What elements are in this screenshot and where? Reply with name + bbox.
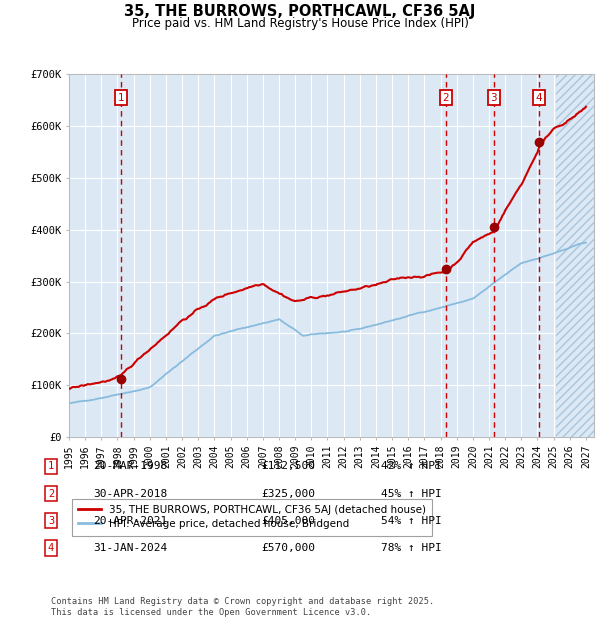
Text: 1: 1 (48, 461, 54, 471)
Text: £112,500: £112,500 (261, 461, 315, 471)
Text: £405,000: £405,000 (261, 516, 315, 526)
Text: 78% ↑ HPI: 78% ↑ HPI (381, 543, 442, 553)
Legend: 35, THE BURROWS, PORTHCAWL, CF36 5AJ (detached house), HPI: Average price, detac: 35, THE BURROWS, PORTHCAWL, CF36 5AJ (de… (71, 498, 433, 536)
Text: 4: 4 (535, 93, 542, 103)
Text: 31-JAN-2024: 31-JAN-2024 (93, 543, 167, 553)
Text: 54% ↑ HPI: 54% ↑ HPI (381, 516, 442, 526)
Text: 3: 3 (491, 93, 497, 103)
Text: 42% ↑ HPI: 42% ↑ HPI (381, 461, 442, 471)
Text: 30-APR-2018: 30-APR-2018 (93, 489, 167, 498)
Text: Contains HM Land Registry data © Crown copyright and database right 2025.
This d: Contains HM Land Registry data © Crown c… (51, 598, 434, 617)
Text: 35, THE BURROWS, PORTHCAWL, CF36 5AJ: 35, THE BURROWS, PORTHCAWL, CF36 5AJ (124, 4, 476, 19)
Text: £325,000: £325,000 (261, 489, 315, 498)
Text: 3: 3 (48, 516, 54, 526)
Text: 20-APR-2021: 20-APR-2021 (93, 516, 167, 526)
Text: Price paid vs. HM Land Registry's House Price Index (HPI): Price paid vs. HM Land Registry's House … (131, 17, 469, 30)
Text: 2: 2 (48, 489, 54, 498)
Text: 2: 2 (443, 93, 449, 103)
Text: 20-MAR-1998: 20-MAR-1998 (93, 461, 167, 471)
Text: 4: 4 (48, 543, 54, 553)
Text: 45% ↑ HPI: 45% ↑ HPI (381, 489, 442, 498)
Text: 1: 1 (118, 93, 124, 103)
Text: £570,000: £570,000 (261, 543, 315, 553)
